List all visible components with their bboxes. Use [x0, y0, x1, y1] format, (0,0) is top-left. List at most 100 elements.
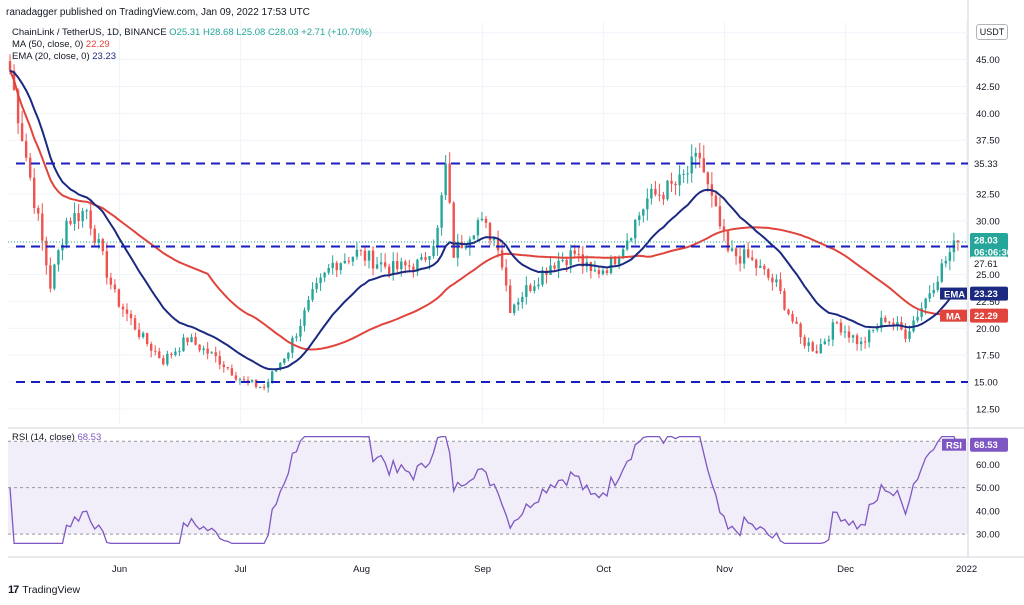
- candle-body: [444, 163, 447, 196]
- candle-body: [738, 256, 742, 264]
- candle-body: [250, 379, 254, 382]
- candle-body: [28, 157, 32, 178]
- candle-body: [726, 231, 730, 251]
- candle-body: [367, 250, 371, 261]
- candle-body: [222, 364, 225, 368]
- price-tick-label: 17.50: [976, 351, 1000, 362]
- candle-body: [819, 344, 822, 354]
- candle-body: [799, 323, 802, 338]
- publish-header: ranadagger published on TradingView.com,…: [6, 7, 310, 18]
- candle-body: [601, 270, 605, 275]
- footer-brand[interactable]: 17 TradingView: [8, 584, 80, 596]
- candle-body: [634, 219, 637, 239]
- rsi-legend: RSI (14, close) 68.53: [12, 432, 101, 443]
- candle-body: [484, 218, 488, 223]
- candle-body: [771, 277, 774, 283]
- candle-body: [61, 244, 64, 251]
- candle-body: [210, 352, 213, 354]
- candle-body: [767, 269, 770, 278]
- candle-body: [460, 241, 463, 249]
- candle-body: [513, 304, 516, 313]
- candle-body: [452, 202, 455, 258]
- candle-body: [315, 283, 318, 290]
- currency-button[interactable]: USDT: [976, 24, 1008, 40]
- candle-body: [121, 306, 125, 310]
- candle-body: [432, 245, 435, 257]
- candle-body: [811, 342, 814, 351]
- candle-body: [617, 257, 621, 265]
- candle-body: [77, 213, 80, 222]
- candle-body: [730, 248, 734, 251]
- candle-body: [335, 262, 338, 271]
- candle-body: [662, 194, 665, 200]
- candle-body: [613, 257, 617, 265]
- candle-body: [396, 261, 399, 270]
- candle-body: [190, 337, 193, 343]
- candle-body: [351, 256, 355, 262]
- ma-label[interactable]: MA (50, close, 0): [12, 39, 84, 50]
- candle-body: [295, 336, 298, 338]
- candle-body: [246, 380, 250, 382]
- ema-tag-label: EMA: [944, 290, 965, 301]
- candle-body: [944, 260, 948, 264]
- candle-body: [178, 351, 181, 353]
- candle-body: [303, 310, 306, 326]
- ma-tag-bg: [970, 308, 1008, 323]
- ema-label[interactable]: EMA (20, close, 0): [12, 51, 90, 62]
- candle-body: [706, 172, 710, 185]
- candle-body: [940, 263, 943, 282]
- rsi-label[interactable]: RSI (14, close): [12, 432, 75, 443]
- candle-body: [629, 238, 633, 241]
- candle-body: [41, 213, 44, 241]
- candle-body: [283, 358, 286, 363]
- candle-body: [158, 351, 161, 359]
- time-tick-label: 2022: [956, 564, 977, 575]
- symbol-label[interactable]: ChainLink / TetherUS, 1D, BINANCE: [12, 27, 167, 38]
- candle-body: [847, 331, 851, 338]
- candle-body: [271, 371, 274, 382]
- candle-body: [896, 322, 899, 326]
- candle-body: [198, 344, 201, 351]
- candle-body: [904, 329, 907, 339]
- candle-body: [49, 265, 52, 289]
- candle-body: [553, 265, 556, 269]
- price-tick-label: 37.50: [976, 136, 1000, 147]
- time-tick-label: Jul: [234, 564, 246, 575]
- level-tag-15-bg: [970, 375, 1008, 390]
- footer-brand-name: TradingView: [22, 584, 81, 596]
- candle-body: [508, 285, 512, 313]
- candle-body: [795, 321, 798, 324]
- candle-body: [33, 177, 36, 209]
- candle-body: [835, 322, 839, 324]
- candle-body: [650, 188, 653, 199]
- candle-body: [125, 309, 129, 314]
- candle-body: [698, 152, 701, 159]
- candle-body: [238, 379, 242, 381]
- candle-body: [827, 339, 831, 342]
- candle-body: [69, 220, 72, 224]
- candle-body: [525, 285, 528, 297]
- candle-body: [109, 277, 113, 285]
- candle-body: [855, 335, 859, 345]
- candle-body: [839, 322, 843, 333]
- candle-body: [359, 249, 363, 251]
- candle-body: [625, 240, 629, 250]
- last-price-tag: 28.03: [974, 235, 998, 246]
- ma-tag-label: MA: [946, 312, 961, 323]
- candle-body: [323, 272, 326, 278]
- candle-body: [593, 270, 597, 272]
- rsi-line: [9, 435, 959, 545]
- candle-body: [642, 209, 645, 216]
- candle-body: [714, 195, 718, 207]
- candle-body: [517, 302, 520, 305]
- candle-body: [468, 239, 472, 246]
- time-tick-label: Jun: [112, 564, 127, 575]
- candle-body: [186, 337, 189, 343]
- candle-body: [202, 348, 205, 351]
- candle-body: [783, 290, 786, 310]
- candle-body: [392, 261, 395, 275]
- candle-body: [404, 261, 407, 266]
- candle-body: [694, 152, 697, 157]
- candle-body: [375, 264, 379, 269]
